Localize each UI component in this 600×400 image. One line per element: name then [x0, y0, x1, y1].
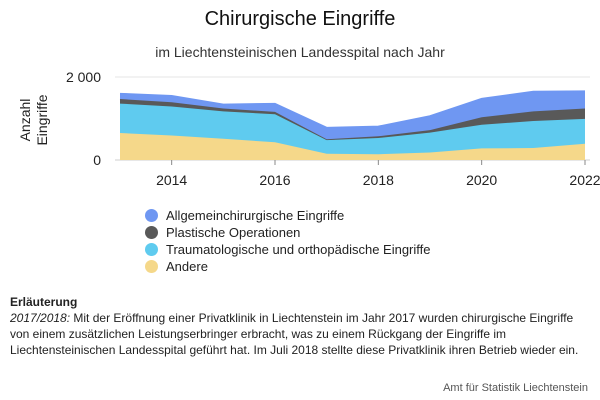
legend-swatch-allgemein	[145, 209, 158, 222]
chart-title: Chirurgische Eingriffe	[204, 8, 396, 30]
note-text: Mit der Eröffnung einer Privatklinik in …	[10, 311, 579, 357]
legend-swatch-trauma	[145, 243, 158, 256]
legend-item-andere[interactable]: Andere	[145, 258, 431, 275]
area-edge-3	[119, 90, 586, 129]
x-tick-label: 2018	[363, 172, 394, 188]
y-axis-label-line1: Anzahl	[17, 99, 33, 142]
area-1	[120, 103, 585, 155]
y-tick-label: 2 000	[66, 69, 101, 85]
x-tick-label: 2020	[466, 172, 497, 188]
legend-swatch-plastisch	[145, 226, 158, 239]
note-heading: Erläuterung	[10, 295, 78, 309]
x-tick-label: 2016	[259, 172, 290, 188]
legend-label-allgemein: Allgemeinchirurgische Eingriffe	[166, 208, 345, 223]
area-2	[120, 99, 585, 141]
source-credit: Amt für Statistik Liechtenstein	[443, 382, 588, 394]
y-axis-label-line2: Eingriffe	[34, 94, 50, 145]
y-tick-label: 0	[93, 152, 101, 168]
note-year: 2017/2018:	[10, 311, 71, 325]
chart-subtitle: im Liechtensteinischen Landesspital nach…	[155, 44, 445, 60]
legend-label-andere: Andere	[166, 259, 208, 274]
legend-item-trauma[interactable]: Traumatologische und orthopädische Eingr…	[145, 241, 431, 258]
x-tick-label: 2014	[156, 172, 187, 188]
legend-label-trauma: Traumatologische und orthopädische Eingr…	[166, 242, 431, 257]
x-tick-label: 2022	[569, 172, 600, 188]
legend-item-allgemein[interactable]: Allgemeinchirurgische Eingriffe	[145, 207, 431, 224]
chart-legend: Allgemeinchirurgische Eingriffe Plastisc…	[145, 207, 431, 275]
legend-label-plastisch: Plastische Operationen	[166, 225, 301, 240]
chart-area: 2 000 0 2014 2016 2018 2020 2022 Anzahl Eingriff…	[17, 69, 600, 188]
legend-swatch-andere	[145, 260, 158, 273]
legend-item-plastisch[interactable]: Plastische Operationen	[145, 224, 431, 241]
explanation-note: Erläuterung 2017/2018: Mit der Eröffnung…	[10, 294, 590, 358]
